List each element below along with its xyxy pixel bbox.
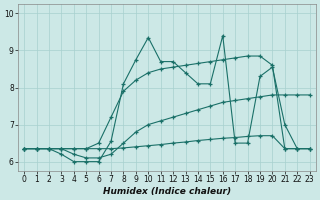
X-axis label: Humidex (Indice chaleur): Humidex (Indice chaleur) xyxy=(103,187,231,196)
